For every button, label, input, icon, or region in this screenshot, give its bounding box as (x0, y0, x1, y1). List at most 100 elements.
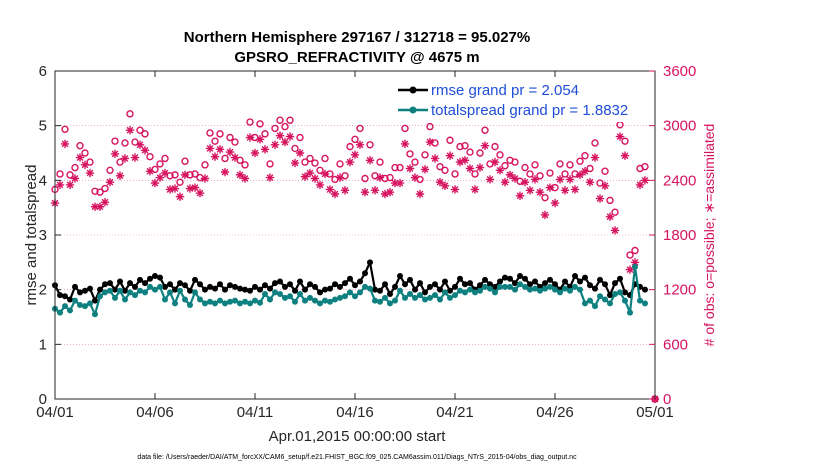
totalspread-point (347, 289, 353, 296)
obs-possible-point (231, 138, 239, 146)
totalspread-point (192, 289, 198, 296)
rmse-point (392, 283, 398, 290)
obs-assimilated-point (320, 169, 330, 179)
totalspread-point (572, 283, 578, 290)
obs-possible-point (451, 170, 459, 178)
obs-assimilated-point (525, 186, 535, 195)
totalspread-point (457, 287, 463, 294)
rmse-point (592, 285, 598, 292)
rmse-point (452, 283, 458, 290)
asterisk-stroke (396, 179, 404, 187)
asterisk-stroke (216, 146, 224, 153)
totalspread-point (582, 300, 588, 307)
x-tick-label: 04/21 (436, 404, 474, 421)
x-tick-label: 04/06 (136, 404, 174, 421)
totalspread-point (562, 285, 568, 292)
obs-assimilated-point (595, 194, 605, 203)
obs-possible-point (376, 158, 384, 166)
rmse-point (377, 287, 383, 294)
obs-assimilated-point (430, 154, 440, 163)
obs-possible-point (281, 122, 289, 131)
asterisk-stroke (106, 178, 114, 186)
totalspread-point (607, 300, 613, 307)
asterisk-stroke (596, 195, 604, 202)
totalspread-point (452, 292, 458, 299)
totalspread-point (282, 294, 288, 301)
obs-possible-point (216, 130, 224, 138)
obs-possible-point (496, 151, 504, 159)
obs-possible-point (361, 174, 369, 183)
totalspread-point (482, 283, 488, 290)
obs-possible-point (61, 125, 69, 134)
totalspread-point (552, 286, 558, 293)
asterisk-stroke (451, 186, 459, 193)
obs-assimilated-point (150, 178, 160, 188)
rmse-point (442, 278, 448, 285)
totalspread-point (587, 297, 593, 304)
asterisk-stroke (426, 138, 434, 146)
rmse-point (212, 285, 218, 292)
obs-possible-point (501, 162, 509, 170)
asterisk-stroke (191, 184, 199, 191)
rmse-point (317, 289, 323, 296)
rmse-point (142, 280, 148, 287)
rmse-point (302, 286, 308, 293)
rmse-point (122, 287, 128, 294)
asterisk-stroke (71, 175, 79, 182)
asterisk-stroke (631, 259, 639, 266)
obs-assimilated-point (245, 133, 255, 142)
obs-possible-point (466, 148, 474, 156)
asterisk-stroke (586, 178, 594, 186)
totalspread-point (567, 287, 573, 294)
rmse-point (172, 286, 178, 293)
asterisk-stroke (96, 203, 104, 210)
obs-possible-point (461, 142, 469, 150)
asterisk-stroke (556, 176, 564, 183)
rmse-point (342, 280, 348, 287)
obs-assimilated-point (175, 192, 185, 202)
obs-assimilated-point (460, 155, 470, 165)
asterisk-stroke (436, 178, 444, 186)
obs-assimilated-point (110, 149, 120, 159)
asterisk-stroke (411, 174, 419, 181)
rmse-point (202, 286, 208, 293)
totalspread-point (187, 301, 193, 308)
obs-possible-point (71, 163, 79, 172)
obs-possible-point (116, 158, 124, 166)
obs-assimilated-point (590, 153, 600, 162)
totalspread-point (97, 293, 103, 300)
asterisk-stroke (576, 171, 584, 179)
obs-possible-point (356, 124, 364, 133)
rmse-point (292, 287, 298, 294)
axis-ticks: 0 1 2 3 4 5 6 0 600 1200 1800 2400 3000 3600 04/01 04/0… (36, 63, 696, 421)
totalspread-point (102, 289, 108, 296)
obs-assimilated-point (605, 212, 615, 222)
totalspread-point (537, 287, 543, 294)
totalspread-point (182, 296, 188, 303)
rmse-point (497, 278, 503, 285)
obs-assimilated-point (615, 132, 625, 141)
rmse-point (457, 275, 463, 282)
x-tick-label: 05/01 (636, 404, 674, 421)
obs-possible-point (106, 166, 114, 175)
rmse-point (252, 283, 258, 290)
obs-assimilated-point (580, 166, 590, 176)
obs-possible-point (146, 152, 154, 161)
totalspread-point (237, 300, 243, 307)
rmse-point (502, 274, 508, 281)
y-right-axis-label: # of obs: o=possible; ∗=assimilated (701, 124, 717, 347)
y-tick-label: 1 (39, 336, 47, 353)
totalspread-point (57, 309, 63, 316)
y-right-tick-label: 600 (663, 336, 688, 353)
obs-possible-point (76, 142, 84, 150)
obs-assimilated-point (575, 170, 585, 180)
asterisk-stroke (506, 171, 514, 179)
obs-assimilated-point (485, 175, 495, 184)
rmse-point (277, 278, 283, 285)
asterisk-stroke (431, 155, 439, 162)
rmse-point (72, 283, 78, 290)
obs-possible-point (526, 170, 534, 178)
asterisk-stroke (616, 133, 624, 140)
asterisk-stroke (371, 187, 379, 194)
obs-assimilated-point (565, 175, 575, 184)
